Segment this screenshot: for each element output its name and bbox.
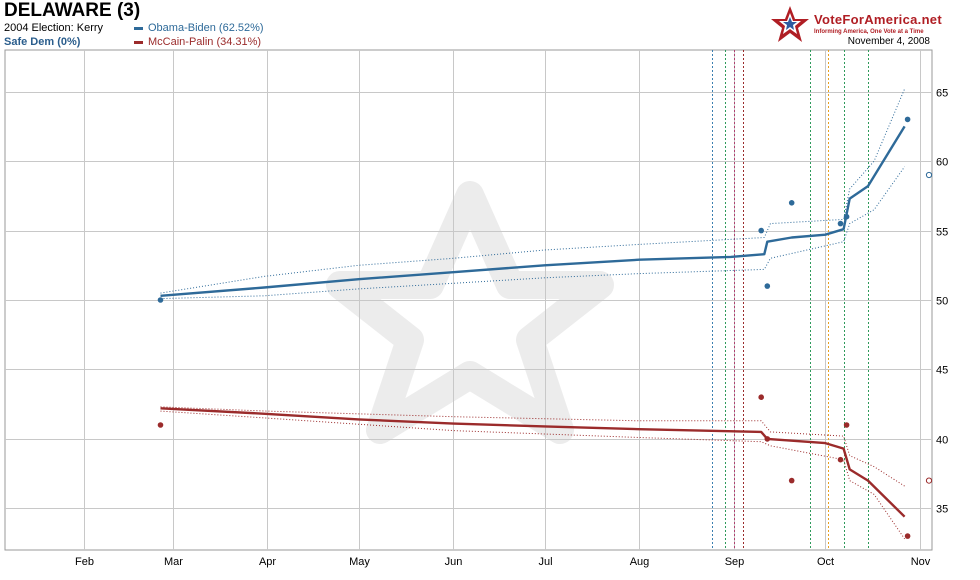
poll-point-mccain <box>157 422 164 428</box>
poll-point-obama <box>837 220 844 227</box>
y-tick-label: 50 <box>936 296 948 308</box>
y-tick-label: 60 <box>936 157 948 169</box>
y-tick-label: 65 <box>936 88 948 100</box>
x-tick-label: Jul <box>538 556 552 568</box>
x-tick-label: May <box>349 556 370 568</box>
trend-lines <box>160 125 906 518</box>
x-tick-label: Jun <box>445 556 463 568</box>
x-tick-label: Apr <box>259 556 276 568</box>
poll-point-obama <box>764 283 771 289</box>
x-tick-label: Sep <box>725 556 745 568</box>
y-tick-label: 35 <box>936 504 948 516</box>
x-axis-labels: Feb Mar Apr May Jun Jul Aug Sep Oct Nov <box>75 556 931 568</box>
status-label: Safe Dem (0%) <box>4 36 81 48</box>
band-lower-obama <box>160 166 906 300</box>
poll-points <box>157 116 933 539</box>
x-tick-label: Nov <box>911 556 931 568</box>
poll-point-obama <box>904 116 911 123</box>
x-tick-label: Mar <box>164 556 183 568</box>
poll-point-mccain <box>758 394 764 401</box>
trend-line-mccain <box>160 407 906 518</box>
x-tick-label: Aug <box>630 556 650 568</box>
poll-point-obama <box>843 213 850 220</box>
star-logo-icon <box>771 6 809 42</box>
legend-item-mccain: McCain-Palin (34.31%) <box>134 36 261 48</box>
band-lower-mccain <box>160 410 906 540</box>
watermark-star <box>326 181 614 444</box>
y-tick-label: 55 <box>936 227 948 239</box>
confidence-bands <box>160 88 906 540</box>
result-point-mccain <box>925 477 933 484</box>
legend-swatch-obama <box>134 26 143 30</box>
poll-point-mccain <box>904 533 911 539</box>
poll-point-obama <box>758 227 764 234</box>
trend-line-obama <box>160 125 906 297</box>
chart-grid <box>4 49 933 551</box>
y-axis-labels: 35 40 45 50 55 60 65 <box>936 88 948 516</box>
poll-point-mccain <box>843 422 850 428</box>
result-point-obama <box>925 171 933 179</box>
legend-item-obama: Obama-Biden (62.52%) <box>134 22 264 34</box>
y-tick-label: 45 <box>936 365 948 377</box>
brand-tagline: Informing America, One Vote at a Time <box>814 29 924 35</box>
poll-point-mccain <box>788 477 795 484</box>
date-label: November 4, 2008 <box>847 36 930 47</box>
poll-point-mccain <box>837 456 844 463</box>
poll-point-mccain <box>764 436 771 442</box>
x-tick-label: Oct <box>817 556 834 568</box>
legend-swatch-mccain <box>134 40 143 44</box>
brand-logo[interactable]: VoteForAmerica.net Informing America, On… <box>770 4 942 44</box>
y-tick-label: 40 <box>936 435 948 447</box>
x-tick-label: Feb <box>75 556 94 568</box>
poll-point-obama <box>157 297 164 303</box>
page-title: DELAWARE (3) <box>4 0 141 21</box>
star-watermark <box>326 181 614 444</box>
legend-label-obama: Obama-Biden (62.52%) <box>148 22 264 34</box>
event-lines <box>712 50 869 550</box>
previous-election-label: 2004 Election: Kerry <box>4 22 104 34</box>
poll-point-obama <box>788 200 795 206</box>
band-upper-obama <box>160 88 906 294</box>
legend-label-mccain: McCain-Palin (34.31%) <box>148 36 262 48</box>
brand-name: VoteForAmerica.net <box>814 12 942 27</box>
